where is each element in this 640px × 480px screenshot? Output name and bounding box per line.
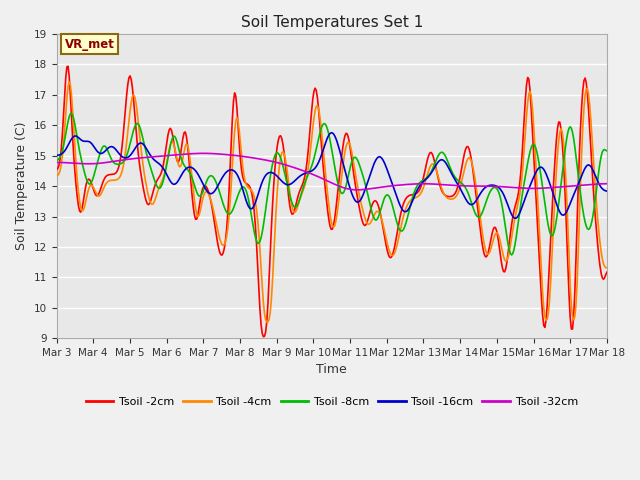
Y-axis label: Soil Temperature (C): Soil Temperature (C) (15, 122, 28, 251)
Title: Soil Temperatures Set 1: Soil Temperatures Set 1 (241, 15, 423, 30)
Text: VR_met: VR_met (65, 37, 115, 50)
Legend: Tsoil -2cm, Tsoil -4cm, Tsoil -8cm, Tsoil -16cm, Tsoil -32cm: Tsoil -2cm, Tsoil -4cm, Tsoil -8cm, Tsoi… (81, 393, 582, 411)
X-axis label: Time: Time (316, 363, 347, 376)
